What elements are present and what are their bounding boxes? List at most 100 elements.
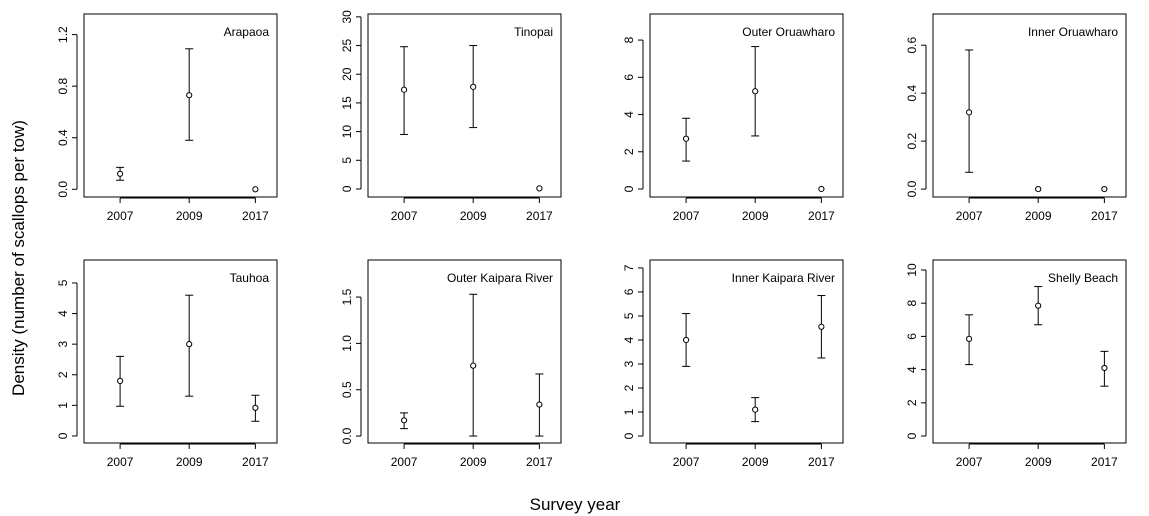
panel: Outer Oruawharo 0 2 4 6 8 2007 2009 2017 — [622, 13, 844, 223]
point — [252, 404, 259, 411]
plot-box — [367, 13, 562, 198]
point — [682, 135, 690, 142]
y-tick-label: 4 — [622, 111, 636, 118]
y-tick-label: 25 — [340, 39, 354, 53]
y-tick-label: 2 — [905, 399, 919, 406]
y-tick-label: 0.0 — [56, 181, 70, 198]
panel-title: Tauhoa — [230, 271, 270, 285]
y-tick-label: 6 — [622, 288, 636, 295]
x-tick-label: 2017 — [526, 455, 553, 469]
point — [400, 417, 408, 424]
point — [1101, 364, 1108, 372]
point — [752, 88, 759, 95]
y-tick-label: 8 — [905, 300, 919, 307]
x-tick-label: 2007 — [391, 209, 418, 223]
point — [1101, 185, 1108, 193]
panel-title: Outer Kaipara River — [447, 271, 553, 285]
x-tick-label: 2009 — [742, 209, 769, 223]
y-tick-label: 5 — [622, 312, 636, 319]
y-tick-label: 0.4 — [905, 84, 919, 101]
point — [536, 401, 543, 408]
point — [470, 83, 477, 90]
x-tick-label: 2007 — [107, 209, 134, 223]
y-tick-label: 0.0 — [905, 180, 919, 197]
panel: Arapaoa 0.0 0.4 0.8 1.2 2007 2009 2017 — [56, 13, 278, 223]
y-tick-label: 1.0 — [340, 335, 354, 352]
y-tick-label: 5 — [340, 157, 354, 164]
plot-box — [932, 259, 1127, 444]
plot-box — [649, 13, 844, 198]
x-tick-label: 2009 — [176, 209, 203, 223]
y-tick-label: 0 — [905, 432, 919, 439]
panel-title: Tinopai — [514, 25, 553, 39]
x-tick-label: 2017 — [808, 455, 835, 469]
y-tick-label: 10 — [905, 263, 919, 277]
y-tick-label: 30 — [340, 10, 354, 24]
x-tick-label: 2009 — [742, 455, 769, 469]
y-tick-label: 0 — [340, 185, 354, 192]
x-tick-label: 2007 — [673, 209, 700, 223]
point — [818, 323, 825, 330]
panel: Inner Oruawharo 0.0 0.2 0.4 0.6 2007 2009 2017 — [905, 13, 1127, 223]
panel-title: Outer Oruawharo — [742, 25, 835, 39]
point — [682, 336, 690, 344]
plot-box — [649, 259, 844, 444]
x-tick-label: 2017 — [808, 209, 835, 223]
x-tick-label: 2007 — [956, 455, 983, 469]
y-tick-label: 0.8 — [56, 78, 70, 95]
x-tick-label: 2007 — [107, 455, 134, 469]
y-tick-label: 8 — [622, 36, 636, 43]
panel: Tinopai 0 5 10 15 20 25 30 2007 2009 2017 — [340, 10, 562, 223]
y-tick-label: 5 — [56, 279, 70, 286]
y-tick-label: 1.2 — [56, 26, 70, 43]
y-tick-label: 10 — [340, 125, 354, 139]
point — [400, 86, 408, 93]
plot-box — [83, 259, 278, 444]
panel: Outer Kaipara River 0.0 0.5 1.0 1.5 2007 2009 2… — [340, 259, 562, 469]
x-tick-label: 2007 — [391, 455, 418, 469]
y-tick-label: 1 — [622, 408, 636, 415]
y-tick-label: 6 — [622, 74, 636, 81]
y-axis-label: Density (number of scallops per tow) — [9, 120, 28, 396]
point — [1035, 185, 1042, 193]
x-tick-label: 2007 — [956, 209, 983, 223]
x-tick-label: 2009 — [1025, 209, 1052, 223]
y-tick-label: 2 — [56, 371, 70, 378]
y-tick-label: 2 — [622, 384, 636, 391]
y-tick-label: 6 — [905, 333, 919, 340]
panel-title: Inner Kaipara River — [732, 271, 835, 285]
point — [116, 377, 124, 384]
x-tick-label: 2009 — [460, 455, 487, 469]
y-tick-label: 4 — [56, 310, 70, 317]
y-tick-label: 4 — [622, 336, 636, 343]
y-tick-label: 2 — [622, 148, 636, 155]
y-tick-label: 0 — [56, 432, 70, 439]
panel-title: Shelly Beach — [1048, 271, 1118, 285]
x-tick-label: 2007 — [673, 455, 700, 469]
panel-title: Arapaoa — [224, 25, 270, 39]
y-tick-label: 1.5 — [340, 288, 354, 305]
x-tick-label: 2009 — [176, 455, 203, 469]
point — [965, 335, 973, 342]
plot-box — [932, 13, 1127, 198]
y-tick-label: 0 — [622, 185, 636, 192]
y-tick-label: 20 — [340, 67, 354, 81]
y-tick-label: 0.0 — [340, 427, 354, 444]
x-tick-label: 2017 — [1091, 455, 1118, 469]
x-tick-label: 2017 — [1091, 209, 1118, 223]
x-tick-label: 2017 — [242, 209, 269, 223]
panel-title: Inner Oruawharo — [1028, 25, 1118, 39]
panel: Tauhoa 0 1 2 3 4 5 2007 2009 2017 — [56, 259, 278, 469]
y-tick-label: 1 — [56, 402, 70, 409]
plot-box — [83, 13, 278, 198]
y-tick-label: 0.4 — [56, 129, 70, 146]
y-tick-label: 0.5 — [340, 381, 354, 398]
y-tick-label: 0 — [622, 432, 636, 439]
plot-box — [367, 259, 562, 444]
x-tick-label: 2017 — [242, 455, 269, 469]
x-axis-label: Survey year — [530, 495, 621, 514]
x-tick-label: 2009 — [460, 209, 487, 223]
point — [1035, 302, 1042, 309]
y-tick-label: 3 — [622, 360, 636, 367]
